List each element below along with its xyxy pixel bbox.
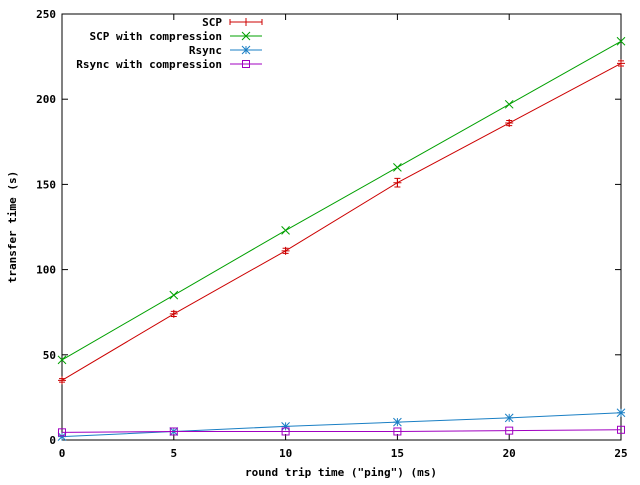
data-point	[57, 355, 67, 365]
data-point	[169, 290, 179, 300]
legend-label: Rsync with compression	[76, 58, 222, 71]
data-point	[505, 426, 514, 435]
data-point	[393, 427, 402, 436]
data-point	[393, 417, 402, 427]
data-point	[169, 427, 178, 436]
legend-label: SCP	[202, 16, 222, 29]
legend-label: SCP with compression	[90, 30, 222, 43]
x-axis-label: round trip time ("ping") (ms)	[245, 466, 437, 479]
data-point	[57, 432, 67, 441]
data-point	[393, 178, 402, 187]
data-point	[616, 36, 626, 46]
data-point	[504, 99, 514, 109]
x-tick-label: 15	[391, 447, 404, 460]
legend-marker	[242, 60, 250, 68]
y-axis-label: transfer time (s)	[6, 171, 19, 284]
data-point	[58, 376, 66, 385]
data-point	[617, 425, 625, 434]
y-tick-label: 200	[36, 93, 56, 106]
y-tick-label: 0	[49, 434, 56, 447]
series-line-3	[61, 412, 622, 438]
legend-label: Rsync	[189, 44, 222, 57]
y-tick-label: 250	[36, 8, 56, 21]
data-point	[281, 427, 290, 436]
x-tick-label: 10	[279, 447, 292, 460]
y-tick-label: 50	[43, 349, 56, 362]
data-point	[58, 428, 66, 437]
legend-marker	[242, 18, 250, 26]
data-point	[393, 163, 402, 172]
data-point	[616, 408, 626, 418]
data-point	[281, 226, 290, 235]
series-line-4	[61, 429, 622, 433]
x-tick-label: 5	[170, 447, 177, 460]
series-line-2	[61, 40, 622, 361]
x-tick-label: 0	[59, 447, 66, 460]
legend-marker	[241, 31, 251, 41]
legend-swatch-errorbar	[229, 19, 263, 25]
data-point	[617, 59, 625, 68]
x-tick-label: 25	[614, 447, 627, 460]
y-tick-label: 150	[36, 178, 56, 191]
y-tick-label: 100	[36, 264, 56, 277]
x-tick-label: 20	[503, 447, 516, 460]
data-point	[281, 246, 290, 255]
plot-frame	[61, 13, 622, 441]
data-point	[281, 422, 290, 431]
series-line-1	[61, 62, 622, 381]
data-point	[504, 413, 514, 423]
legend-marker	[241, 45, 251, 55]
data-point	[505, 119, 514, 128]
data-point	[169, 309, 178, 318]
